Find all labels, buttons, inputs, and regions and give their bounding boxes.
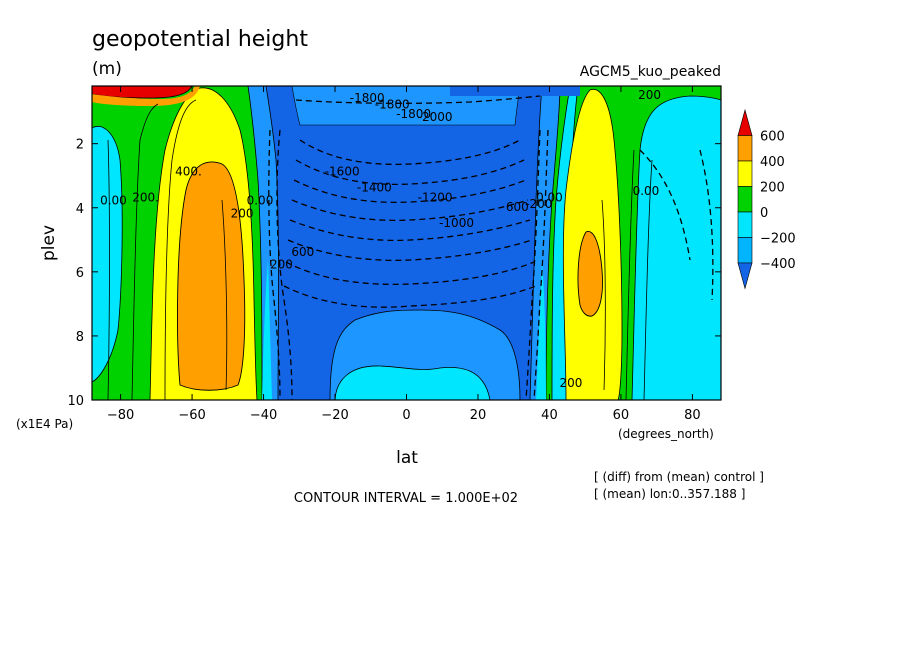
contour-label: -1800	[350, 91, 385, 105]
x-tick-label: −40	[250, 408, 277, 423]
colorbar-swatch	[737, 108, 753, 136]
contour-label: -2000	[418, 110, 453, 124]
contour-label: 600	[506, 200, 529, 214]
run-label: AGCM5_kuo_peaked	[580, 64, 721, 80]
y-tick-label: 8	[76, 330, 84, 345]
fill-region	[177, 161, 246, 391]
y-tick-label: 6	[76, 266, 84, 281]
y-tick-label: 10	[67, 394, 84, 409]
contour-lines	[268, 95, 714, 400]
plot-area	[92, 86, 721, 400]
chart-title: geopotential height	[92, 27, 308, 52]
fill-region	[92, 126, 123, 383]
colorbar-label: 600	[760, 130, 785, 145]
colorbar-swatch	[737, 135, 753, 162]
colorbar-label: 200	[760, 181, 785, 196]
contour-label: -1600	[325, 165, 360, 179]
colorbar-swatch	[737, 160, 753, 187]
x-axis: −80 −60 −40 −20 0 20 40 60 80	[107, 86, 701, 423]
contour-label: 0.00	[247, 194, 274, 208]
note-line-2: [ (mean) lon:0..357.188 ]	[594, 487, 745, 501]
fill-region	[262, 260, 272, 400]
contour-label: -1200	[418, 190, 453, 204]
colorbar-label: −400	[760, 257, 796, 272]
x-tick-label: −60	[178, 408, 205, 423]
colorbar-swatch	[737, 186, 753, 213]
fill-region	[450, 86, 580, 96]
contour-label: -1800	[396, 107, 431, 121]
colorbar-label: −200	[760, 232, 796, 247]
x-tick-label: 0	[402, 408, 410, 423]
y-tick-label: 4	[76, 202, 84, 217]
contour-label: 400.	[175, 165, 202, 179]
y-axis-label: plev	[39, 225, 59, 261]
x-tick-label: 80	[684, 408, 701, 423]
x-axis-label: lat	[396, 448, 418, 468]
contour-label: -1400	[357, 181, 392, 195]
colorbar-swatch	[737, 262, 753, 290]
contour-lines	[107, 99, 653, 400]
colorbar-swatch	[737, 237, 753, 264]
y-tick-label: 2	[76, 138, 84, 153]
contour-interval-text: CONTOUR INTERVAL = 1.000E+02	[294, 491, 518, 506]
contour-label: 600	[291, 245, 314, 259]
contour-label: -1800	[375, 97, 410, 111]
fill-region	[265, 86, 543, 400]
chart-units: (m)	[92, 59, 122, 79]
contour-label: 0.00	[536, 190, 563, 204]
contour-label: 200	[638, 88, 661, 102]
x-tick-label: −20	[321, 408, 348, 423]
colorbar-swatch	[737, 211, 753, 238]
contour-label: 0.00	[100, 194, 127, 208]
y-axis: 2 4 6 8 10	[67, 138, 721, 409]
x-tick-label: 40	[541, 408, 558, 423]
x-tick-label: 20	[470, 408, 487, 423]
x-axis-units: (degrees_north)	[618, 427, 714, 441]
fill-region	[536, 260, 546, 400]
contour-label: 200	[559, 376, 582, 390]
contour-label: 0.00	[633, 184, 660, 198]
colorbar: 600 400 200 0 −200 −400	[737, 108, 796, 290]
contour-label: 200.	[132, 190, 159, 204]
colorbar-label: 0	[760, 206, 768, 221]
contour-label: -1000	[439, 216, 474, 230]
colorbar-label: 400	[760, 155, 785, 170]
fill-region	[92, 86, 200, 106]
fill-region	[334, 365, 491, 400]
fill-region	[631, 95, 721, 400]
contour-label: 200	[231, 206, 254, 220]
note-line-1: [ (diff) from (mean) control ]	[594, 470, 764, 484]
contour-label-layer: 0.00 200.400.2000.00200600-1600-1400-1200…	[100, 88, 661, 390]
y-axis-units: (x1E4 Pa)	[16, 417, 73, 431]
fill-region	[577, 231, 603, 317]
contour-label: -200	[525, 197, 552, 211]
x-tick-label: 60	[613, 408, 630, 423]
x-tick-label: −80	[107, 408, 134, 423]
contour-label: 200	[270, 258, 293, 272]
